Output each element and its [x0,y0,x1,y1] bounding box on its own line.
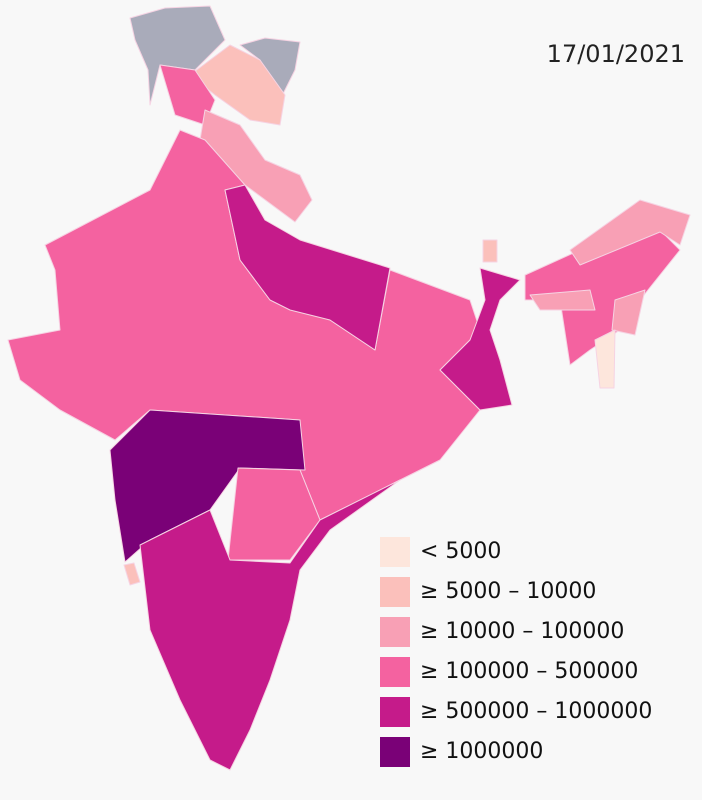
legend-swatch [380,737,410,767]
region [123,562,141,586]
legend-label: ≥ 5000 – 10000 [420,579,596,604]
region [224,184,391,351]
region [189,44,286,126]
legend-label: < 5000 [420,539,501,564]
legend-swatch [380,697,410,727]
legend-label: ≥ 500000 – 1000000 [420,699,652,724]
legend-swatch [380,577,410,607]
region [439,267,521,411]
region [611,289,646,336]
date: 17/01/2021 [547,40,685,68]
region [594,329,616,389]
region [529,289,596,311]
legend-label: ≥ 1000000 [420,739,543,764]
region [109,409,306,563]
legend-swatch [380,617,410,647]
regions [7,5,691,771]
region [569,199,691,266]
legend-swatch [380,657,410,687]
legend-swatch [380,537,410,567]
region [482,239,498,263]
region [227,467,321,561]
legend-label: ≥ 100000 – 500000 [420,659,638,684]
region [139,479,401,771]
legend: < 5000 ≥ 5000 – 10000 ≥ 10000 – 100000 ≥ 10… [380,537,652,767]
legend-label: ≥ 10000 – 100000 [420,619,624,644]
